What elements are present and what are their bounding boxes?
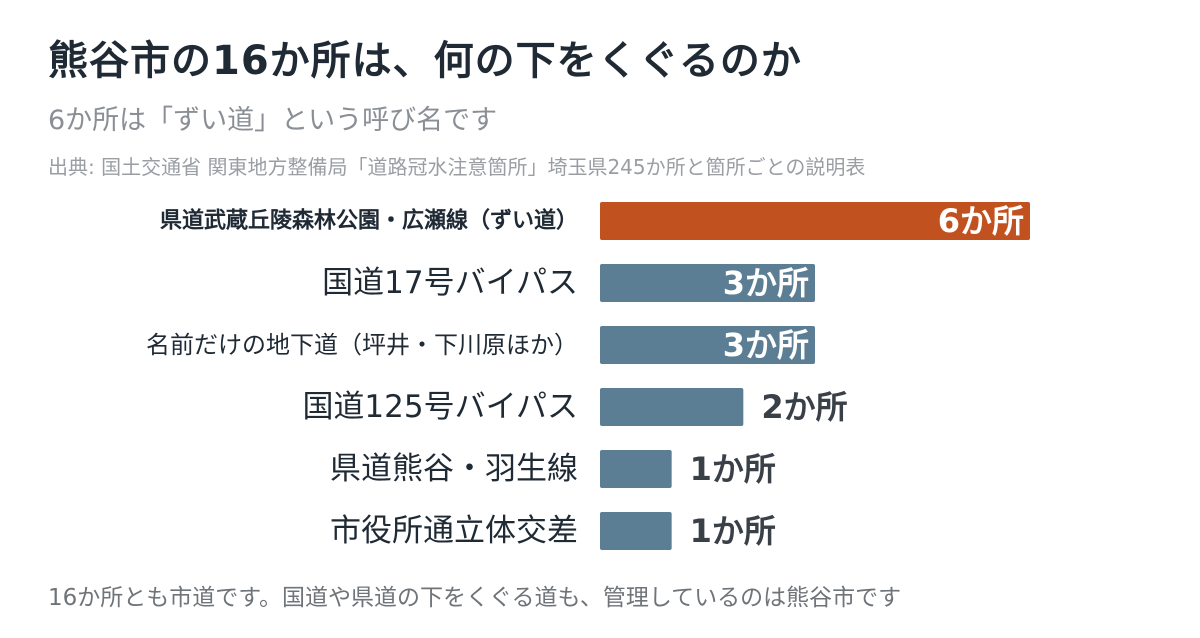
category-label: 名前だけの地下道（坪井・下川原ほか）	[146, 331, 578, 359]
bar	[600, 264, 815, 302]
category-label: 市役所通立体交差	[330, 513, 578, 549]
chart-title: 熊谷市の16か所は、何の下をくぐるのか	[48, 38, 802, 84]
value-label: 3か所	[723, 326, 809, 364]
bar	[600, 512, 672, 550]
value-label: 6か所	[938, 202, 1024, 240]
bar	[600, 326, 815, 364]
value-label: 3か所	[723, 264, 809, 302]
bar-highlight	[600, 202, 1030, 240]
category-label: 県道熊谷・羽生線	[330, 451, 578, 487]
footer-note: 16か所とも市道です。国道や県道の下をくぐる道も、管理しているのは熊谷市です	[48, 585, 902, 611]
chart-subtitle: 6か所は「ずい道」という呼び名です	[48, 105, 498, 136]
value-label: 2か所	[761, 388, 847, 426]
value-label: 1か所	[690, 512, 776, 550]
source-note: 出典: 国土交通省 関東地方整備局「道路冠水注意箇所」埼玉県245か所と箇所ごと…	[48, 155, 866, 179]
category-label: 国道17号バイパス	[322, 265, 578, 301]
bar	[600, 450, 672, 488]
bar	[600, 388, 744, 426]
value-label: 1か所	[690, 450, 776, 488]
category-label: 県道武蔵丘陵森林公園・広瀬線（ずい道）	[160, 208, 578, 234]
category-label: 国道125号バイパス	[302, 389, 578, 425]
